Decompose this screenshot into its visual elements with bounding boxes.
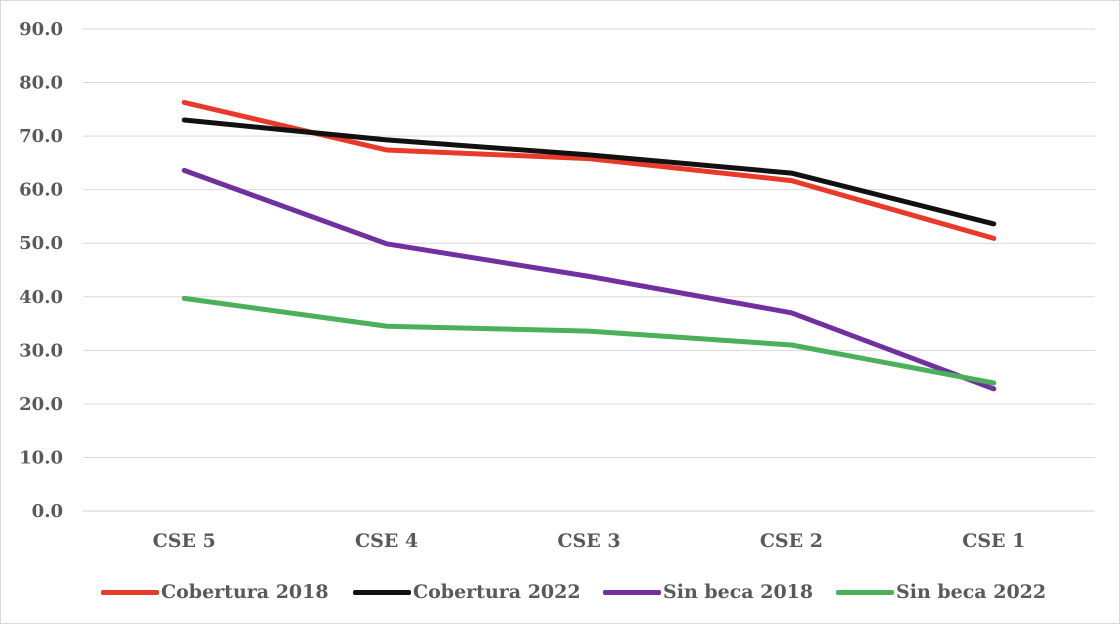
legend-item-series-1: Cobertura 2022: [353, 575, 581, 609]
legend-label-series-0: Cobertura 2018: [161, 581, 329, 603]
x-category-label: CSE 4: [355, 530, 418, 552]
y-tick-label: 30.0: [19, 340, 63, 361]
y-tick-label: 60.0: [19, 180, 63, 201]
legend-label-series-1: Cobertura 2022: [413, 581, 581, 603]
series-lines: [181, 99, 997, 392]
series-line-0: [181, 99, 997, 241]
legend-label-series-2: Sin beca 2018: [663, 581, 814, 603]
x-category-label: CSE 5: [153, 530, 216, 552]
legend-swatch-series-3: [836, 589, 894, 595]
x-category-label: CSE 3: [557, 530, 620, 552]
series-line-3: [181, 295, 997, 386]
y-tick-label: 90.0: [19, 19, 63, 40]
legend-label-series-3: Sin beca 2022: [896, 581, 1047, 603]
y-tick-label: 20.0: [19, 394, 63, 415]
x-category-label: CSE 2: [760, 530, 823, 552]
legend-swatch-series-0: [101, 589, 159, 595]
series-line-1: [181, 117, 997, 227]
y-tick-label: 50.0: [19, 233, 63, 254]
gridlines: [83, 28, 1095, 512]
x-category-label: CSE 1: [962, 530, 1025, 552]
legend: Cobertura 2018 Cobertura 2022 Sin beca 2…: [1, 575, 1119, 609]
legend-swatch-series-1: [353, 589, 411, 595]
legend-item-series-3: Sin beca 2022: [836, 575, 1046, 609]
x-axis-category-labels: CSE 5 CSE 4 CSE 3 CSE 2 CSE 1: [153, 530, 1026, 552]
legend-item-series-0: Cobertura 2018: [101, 575, 329, 609]
series-line-2: [181, 167, 997, 392]
y-tick-label: 80.0: [19, 73, 63, 94]
legend-swatch-series-2: [603, 589, 661, 595]
legend-item-series-2: Sin beca 2018: [603, 575, 813, 609]
y-tick-label: 10.0: [19, 447, 63, 468]
y-tick-label: 70.0: [19, 126, 63, 147]
y-tick-label: 0.0: [32, 501, 63, 522]
y-tick-label: 40.0: [19, 287, 63, 308]
y-axis-tick-labels: 0.0 10.0 20.0 30.0 40.0 50.0 60.0 70.0 80.0 90.0: [19, 19, 63, 522]
